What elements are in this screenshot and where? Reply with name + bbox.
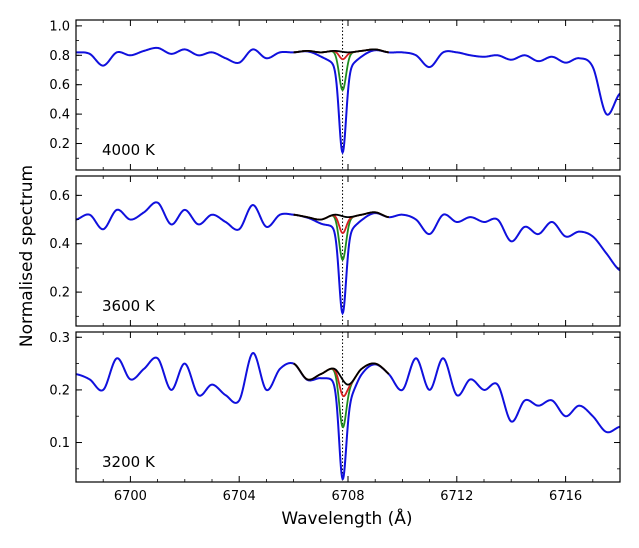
panel-temperature-label: 3200 K bbox=[102, 453, 156, 471]
series-line-green bbox=[293, 211, 389, 261]
panel-1: 0.2 0.4 0.6 0.8 1.0 4000 K bbox=[49, 19, 621, 171]
series-line-black bbox=[293, 48, 389, 54]
y-tick-label: 0.2 bbox=[49, 137, 70, 152]
series-line-black bbox=[293, 211, 389, 221]
x-tick-label: 6708 bbox=[331, 489, 364, 504]
series-line-blue bbox=[76, 201, 620, 316]
y-tick-label: 1.0 bbox=[49, 19, 70, 34]
panel-2: 0.2 0.4 0.6 3600 K bbox=[49, 175, 621, 327]
y-tick-label: 0.8 bbox=[49, 49, 70, 64]
y-tick-label: 0.4 bbox=[49, 108, 70, 123]
panel-frame bbox=[75, 331, 621, 483]
y-tick-label: 0.6 bbox=[49, 78, 70, 93]
series-line-green bbox=[293, 48, 389, 92]
series-line-black bbox=[293, 362, 390, 386]
y-tick-label: 0.6 bbox=[49, 189, 70, 204]
panel-temperature-label: 3600 K bbox=[102, 297, 156, 315]
panel-3: 0.1 0.2 0.3 3200 K bbox=[49, 331, 621, 483]
y-tick-label: 0.1 bbox=[49, 436, 70, 451]
y-tick-label: 0.2 bbox=[49, 286, 70, 301]
series-line-blue bbox=[76, 46, 620, 155]
y-tick-label: 0.4 bbox=[49, 237, 70, 252]
y-tick-label: 0.3 bbox=[49, 331, 70, 346]
panel-temperature-label: 4000 K bbox=[102, 141, 156, 159]
x-tick-label: 6716 bbox=[549, 489, 582, 504]
x-axis-label: Wavelength (Å) bbox=[281, 507, 412, 529]
x-tick-label: 6712 bbox=[440, 489, 473, 504]
series-line-green bbox=[293, 362, 390, 429]
y-axis-label: Normalised spectrum bbox=[17, 165, 37, 347]
y-tick-label: 0.2 bbox=[49, 383, 70, 398]
series-line-blue bbox=[76, 352, 620, 481]
x-tick-label: 6704 bbox=[223, 489, 256, 504]
x-tick-label: 6700 bbox=[114, 489, 147, 504]
